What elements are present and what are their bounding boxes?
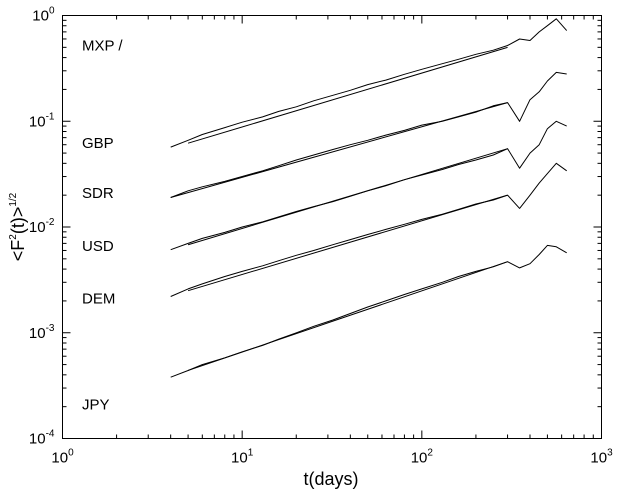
y-axis-label: <F2(t)>1/2	[8, 192, 28, 261]
fit-line	[187, 194, 508, 292]
y-axis-ticks: 10-4 10-3 10-2 10-1 100	[29, 6, 602, 448]
series-label: DEM	[82, 291, 115, 308]
x-tick-label: 100	[51, 448, 74, 467]
x-axis-label: t(days)	[303, 469, 358, 489]
series-line	[170, 18, 568, 148]
fit-line	[187, 148, 508, 246]
y-tick-label: 10-1	[29, 111, 55, 130]
x-axis-ticks: 100 101 102 103	[51, 15, 613, 467]
y-axis-label-base: <F	[8, 240, 28, 262]
series-labels: MXP / GBP SDR USD DEM JPY	[82, 38, 123, 414]
series-line	[170, 120, 567, 251]
y-tick-label: 10-2	[29, 217, 55, 236]
y-axis-label-sup2: 1/2	[8, 192, 19, 206]
y-axis-label-sup1: 2	[8, 234, 19, 240]
series-label: JPY	[82, 396, 110, 413]
y-tick-label: 10-3	[29, 323, 55, 342]
y-tick-label: 10-4	[29, 429, 55, 448]
series-line	[170, 244, 567, 378]
fit-line	[187, 261, 508, 371]
plot-frame	[62, 15, 602, 439]
fit-line	[187, 46, 508, 144]
series-line	[170, 71, 567, 198]
series-label: MXP /	[82, 38, 123, 55]
y-tick-label: 100	[32, 6, 55, 25]
series-label: USD	[82, 238, 114, 255]
series-label: GBP	[82, 135, 114, 152]
series-curves	[170, 18, 568, 378]
x-tick-label: 103	[590, 448, 613, 467]
x-tick-label: 101	[231, 448, 254, 467]
series-label: SDR	[82, 185, 114, 202]
x-tick-label: 102	[411, 448, 434, 467]
fit-line	[170, 102, 508, 199]
y-axis-label-mid: (t)>	[8, 207, 28, 235]
series-line	[170, 162, 567, 297]
